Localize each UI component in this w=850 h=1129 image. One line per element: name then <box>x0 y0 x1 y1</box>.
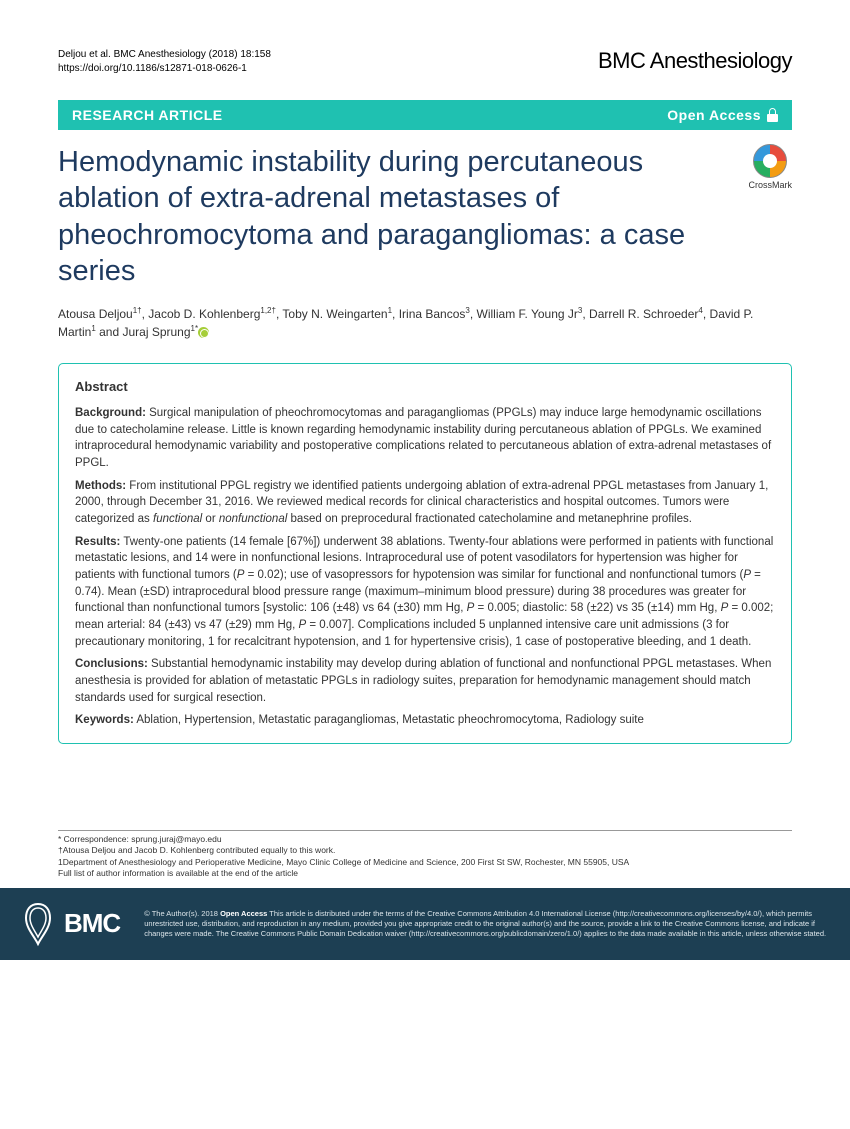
citation-block: Deljou et al. BMC Anesthesiology (2018) … <box>58 48 271 76</box>
page: Deljou et al. BMC Anesthesiology (2018) … <box>0 0 850 960</box>
doi-line: https://doi.org/10.1186/s12871-018-0626-… <box>58 62 271 76</box>
bmc-logo: BMC <box>20 900 120 948</box>
open-lock-icon <box>767 108 778 122</box>
abstract-results: Results: Twenty-one patients (14 female … <box>75 534 775 651</box>
journal-title: BMC Anesthesiology <box>598 48 792 74</box>
abstract-keywords: Keywords: Ablation, Hypertension, Metast… <box>75 712 775 729</box>
affiliation-1: 1Department of Anesthesiology and Periop… <box>58 857 792 868</box>
equal-contribution-line: †Atousa Deljou and Jacob D. Kohlenberg c… <box>58 845 792 856</box>
crossmark-badge[interactable]: CrossMark <box>748 144 792 190</box>
crossmark-icon <box>753 144 787 178</box>
article-title: Hemodynamic instability during percutane… <box>58 144 748 289</box>
banner-left: RESEARCH ARTICLE <box>72 107 223 123</box>
abstract-background: Background: Surgical manipulation of phe… <box>75 405 775 472</box>
citation-line: Deljou et al. BMC Anesthesiology (2018) … <box>58 48 271 62</box>
footer-notes: * Correspondence: sprung.juraj@mayo.edu … <box>58 830 792 880</box>
abstract-methods: Methods: From institutional PPGL registr… <box>75 478 775 528</box>
article-type-banner: RESEARCH ARTICLE Open Access <box>58 100 792 130</box>
crossmark-label: CrossMark <box>748 180 792 190</box>
authors-line: Atousa Deljou1†, Jacob D. Kohlenberg1,2†… <box>58 305 792 341</box>
banner-right: Open Access <box>667 107 778 123</box>
header-top: Deljou et al. BMC Anesthesiology (2018) … <box>58 48 792 76</box>
bmc-text: BMC <box>64 908 120 939</box>
bmc-mark-icon <box>20 900 56 948</box>
orcid-icon[interactable] <box>198 327 209 338</box>
open-access-label: Open Access <box>667 107 761 123</box>
full-author-info-line: Full list of author information is avail… <box>58 868 792 879</box>
correspondence-line: * Correspondence: sprung.juraj@mayo.edu <box>58 834 792 845</box>
authors-text: Atousa Deljou1†, Jacob D. Kohlenberg1,2†… <box>58 307 753 339</box>
title-area: Hemodynamic instability during percutane… <box>58 144 792 289</box>
abstract-conclusions: Conclusions: Substantial hemodynamic ins… <box>75 656 775 706</box>
license-text: © The Author(s). 2018 Open Access This a… <box>144 909 830 938</box>
abstract-heading: Abstract <box>75 378 775 397</box>
abstract-box: Abstract Background: Surgical manipulati… <box>58 363 792 744</box>
footer-bar: BMC © The Author(s). 2018 Open Access Th… <box>0 888 850 960</box>
